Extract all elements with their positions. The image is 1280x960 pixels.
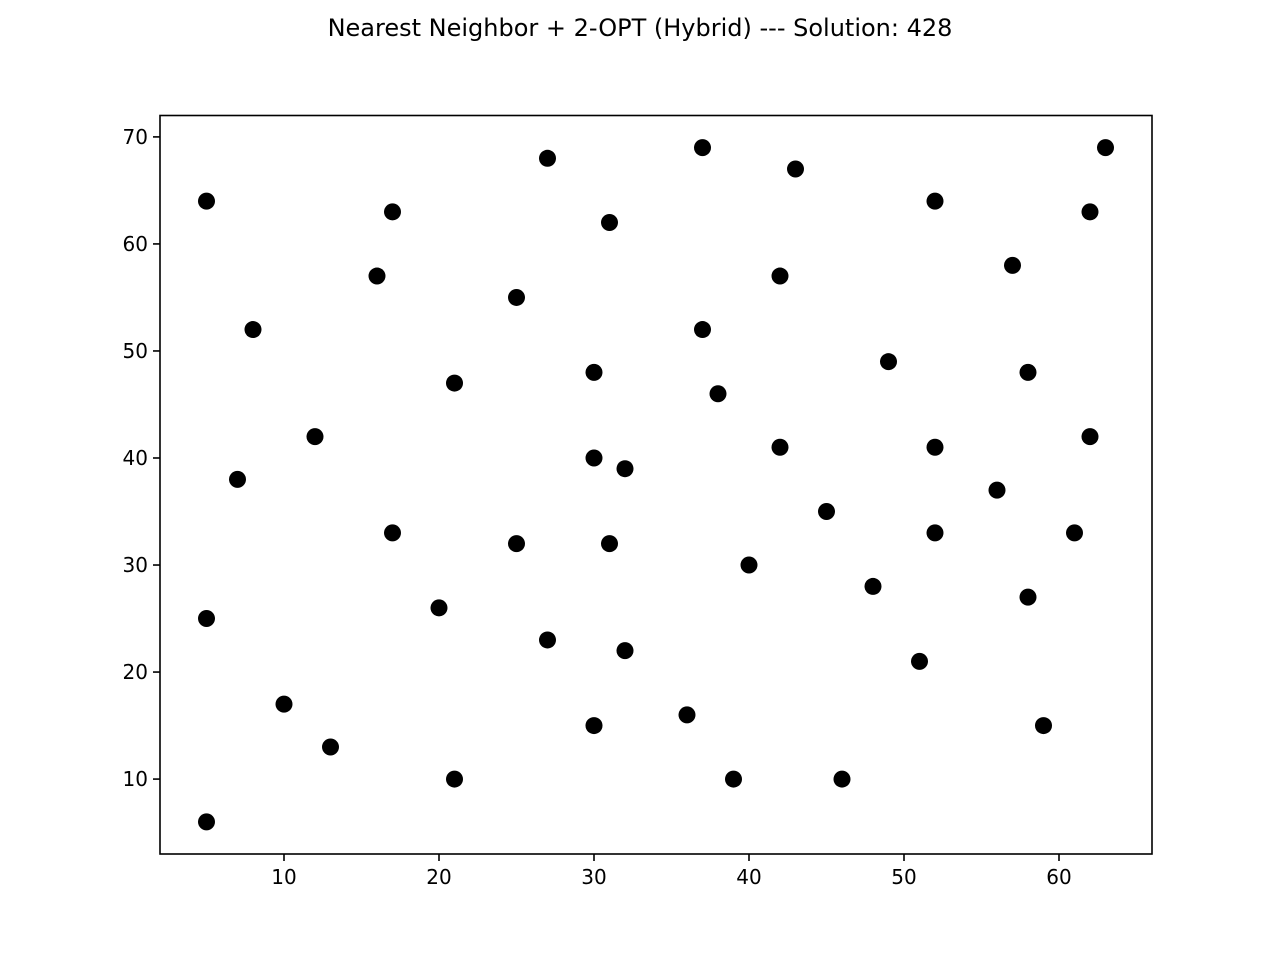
- axes-frame: [159, 114, 1153, 855]
- data-point: [1004, 256, 1021, 274]
- data-point: [787, 160, 804, 178]
- data-point: [911, 652, 928, 670]
- data-point: [771, 438, 789, 456]
- data-points: [198, 139, 1114, 831]
- data-point: [880, 353, 897, 371]
- data-point: [1035, 717, 1052, 735]
- data-point: [1066, 524, 1083, 542]
- x-axis: 10 20 30 40 50 60: [271, 854, 1072, 889]
- x-tick-label: 40: [736, 865, 761, 889]
- x-tick-label: 20: [426, 865, 451, 889]
- data-point: [198, 610, 215, 628]
- x-tick-label: 30: [581, 865, 606, 889]
- data-point: [926, 438, 944, 456]
- data-point: [601, 214, 618, 232]
- data-point: [740, 556, 758, 574]
- data-point: [585, 717, 603, 735]
- data-point: [926, 192, 944, 210]
- data-point: [694, 139, 711, 157]
- data-point: [275, 695, 293, 713]
- data-point: [430, 599, 448, 617]
- data-point: [616, 460, 634, 478]
- data-point: [446, 770, 463, 788]
- chart-title: Nearest Neighbor + 2-OPT (Hybrid) --- So…: [327, 14, 953, 42]
- data-point: [198, 813, 215, 831]
- data-point: [616, 642, 634, 660]
- data-point: [601, 535, 618, 553]
- y-tick-label: 50: [123, 339, 148, 363]
- y-tick-label: 60: [123, 232, 148, 256]
- data-point: [988, 481, 1006, 499]
- data-point: [508, 288, 525, 306]
- data-point: [198, 192, 215, 210]
- x-tick-label: 10: [271, 865, 296, 889]
- data-point: [384, 203, 401, 221]
- data-point: [244, 321, 262, 339]
- y-tick-label: 10: [123, 767, 148, 791]
- data-point: [1081, 428, 1099, 446]
- data-point: [446, 374, 463, 392]
- data-point: [926, 524, 944, 542]
- data-point: [368, 267, 386, 285]
- data-point: [864, 577, 882, 595]
- data-point: [694, 321, 711, 339]
- data-point: [709, 385, 727, 403]
- y-tick-label: 40: [123, 446, 148, 470]
- y-tick-label: 20: [123, 660, 148, 684]
- data-point: [678, 706, 696, 724]
- y-tick-label: 70: [123, 125, 148, 149]
- x-tick-label: 60: [1046, 865, 1071, 889]
- data-point: [771, 267, 789, 285]
- data-point: [833, 770, 851, 788]
- data-point: [585, 363, 603, 381]
- data-point: [1097, 139, 1114, 157]
- y-tick-label: 30: [123, 553, 148, 577]
- data-point: [306, 428, 324, 446]
- data-point: [322, 738, 339, 756]
- data-point: [1019, 588, 1037, 606]
- data-point: [1019, 363, 1037, 381]
- x-tick-label: 50: [891, 865, 916, 889]
- data-point: [229, 470, 246, 488]
- data-point: [1081, 203, 1099, 221]
- data-point: [384, 524, 401, 542]
- data-point: [725, 770, 742, 788]
- data-point: [508, 535, 525, 553]
- data-point: [585, 449, 603, 467]
- data-point: [818, 503, 835, 521]
- data-point: [539, 149, 556, 167]
- data-point: [539, 631, 556, 649]
- y-axis: 10 20 30 40 50 60 70: [123, 125, 160, 791]
